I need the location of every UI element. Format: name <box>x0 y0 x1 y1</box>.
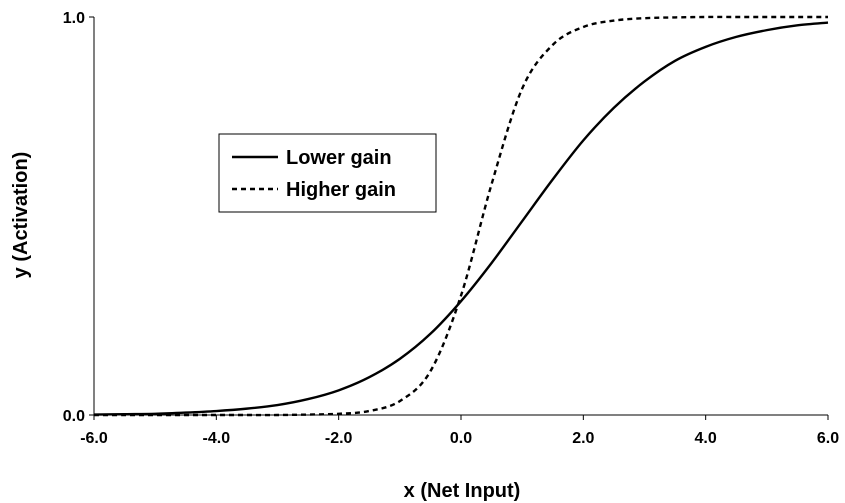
series-line-higher-gain <box>94 15 828 417</box>
x-tick-label: 2.0 <box>572 430 594 447</box>
y-axis-title: y (Activation) <box>10 152 32 279</box>
series-line-lower-gain <box>93 21 829 416</box>
series-lines <box>93 15 829 417</box>
x-tick-label: 0.0 <box>450 430 472 447</box>
legend-label-lower-gain: Lower gain <box>286 147 392 169</box>
x-axis-ticks: -6.0 -4.0 -2.0 0.0 2.0 4.0 6.0 <box>80 415 839 447</box>
y-tick-label: 0.0 <box>63 408 85 425</box>
x-tick-label: 6.0 <box>817 430 839 447</box>
x-tick-label: 4.0 <box>695 430 717 447</box>
x-axis-title: x (Net Input) <box>404 480 521 502</box>
x-tick-label: -2.0 <box>325 430 353 447</box>
legend-box <box>218 133 437 213</box>
x-tick-label: -4.0 <box>203 430 231 447</box>
y-axis-ticks: 0.0 1.0 <box>63 10 94 425</box>
y-tick-label: 1.0 <box>63 10 85 27</box>
legend-label-higher-gain: Higher gain <box>286 179 396 201</box>
x-tick-label: -6.0 <box>80 430 108 447</box>
legend: Lower gain Higher gain <box>218 133 437 213</box>
axes <box>93 17 828 416</box>
